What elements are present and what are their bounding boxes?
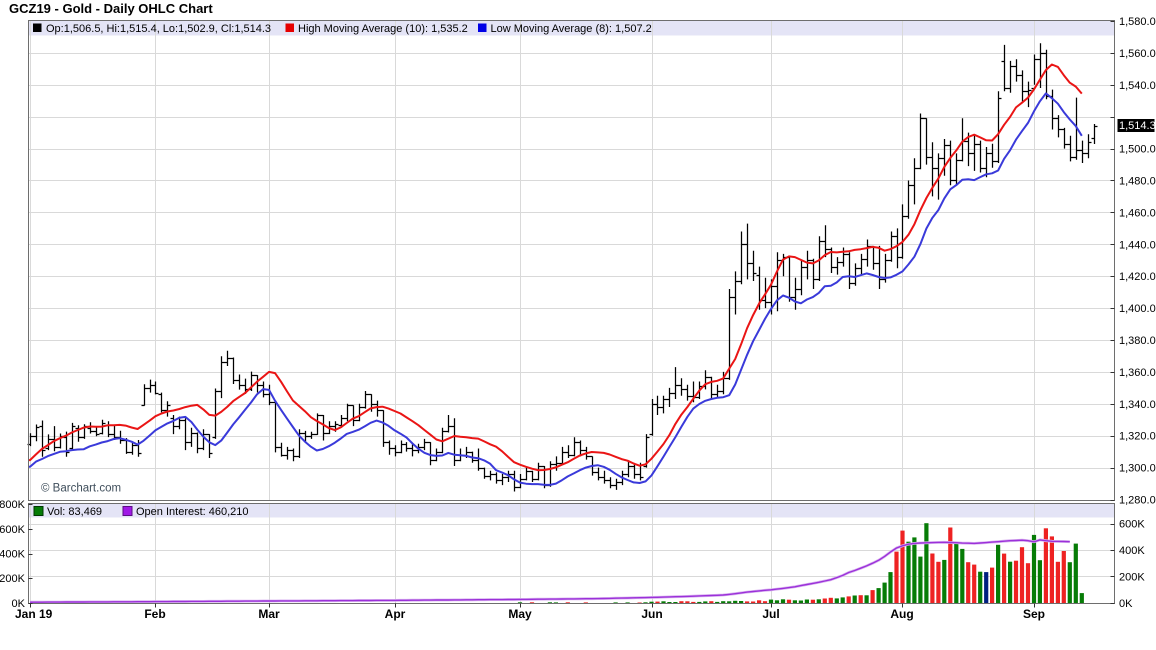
svg-text:600K: 600K (1119, 519, 1145, 531)
svg-text:1,300.0: 1,300.0 (1119, 463, 1156, 475)
svg-text:1,480.0: 1,480.0 (1119, 176, 1156, 188)
svg-text:1,514.3: 1,514.3 (1119, 120, 1156, 132)
svg-text:Aug: Aug (890, 607, 913, 621)
svg-text:800K: 800K (0, 499, 26, 511)
svg-text:Jun: Jun (641, 607, 662, 621)
svg-text:Apr: Apr (385, 607, 406, 621)
svg-text:1,420.0: 1,420.0 (1119, 271, 1156, 283)
svg-text:High Moving Average (10): 1,53: High Moving Average (10): 1,535.2 (298, 23, 468, 35)
svg-text:1,340.0: 1,340.0 (1119, 399, 1156, 411)
svg-text:1,440.0: 1,440.0 (1119, 239, 1156, 251)
svg-text:600K: 600K (0, 524, 26, 536)
svg-text:400K: 400K (0, 549, 26, 561)
svg-text:1,400.0: 1,400.0 (1119, 303, 1156, 315)
svg-text:1,320.0: 1,320.0 (1119, 431, 1156, 443)
svg-text:1,560.0: 1,560.0 (1119, 48, 1156, 60)
svg-text:© Barchart.com: © Barchart.com (41, 483, 121, 495)
svg-text:GCZ19 - Gold - Daily OHLC Char: GCZ19 - Gold - Daily OHLC Chart (9, 1, 213, 16)
svg-text:May: May (508, 607, 532, 621)
svg-text:Feb: Feb (144, 607, 165, 621)
svg-text:Vol: 83,469: Vol: 83,469 (47, 506, 102, 518)
svg-text:1,280.0: 1,280.0 (1119, 495, 1156, 507)
svg-text:1,580.0: 1,580.0 (1119, 16, 1156, 28)
svg-text:1,500.0: 1,500.0 (1119, 144, 1156, 156)
svg-text:Open Interest: 460,210: Open Interest: 460,210 (136, 506, 249, 518)
svg-text:Sep: Sep (1023, 607, 1045, 621)
svg-text:200K: 200K (0, 573, 26, 585)
svg-text:1,460.0: 1,460.0 (1119, 207, 1156, 219)
svg-text:400K: 400K (1119, 545, 1145, 557)
svg-text:Jul: Jul (762, 607, 779, 621)
svg-text:Low Moving Average (8): 1,507.: Low Moving Average (8): 1,507.2 (491, 23, 652, 35)
svg-text:Jan 19: Jan 19 (15, 607, 53, 621)
svg-text:1,380.0: 1,380.0 (1119, 335, 1156, 347)
svg-text:200K: 200K (1119, 572, 1145, 584)
svg-text:1,540.0: 1,540.0 (1119, 80, 1156, 92)
svg-text:Op:1,506.5, Hi:1,515.4, Lo:1,5: Op:1,506.5, Hi:1,515.4, Lo:1,502.9, Cl:1… (46, 23, 271, 35)
svg-text:0K: 0K (1119, 598, 1133, 610)
svg-text:0K: 0K (12, 598, 26, 610)
svg-text:Mar: Mar (258, 607, 280, 621)
svg-text:1,360.0: 1,360.0 (1119, 367, 1156, 379)
